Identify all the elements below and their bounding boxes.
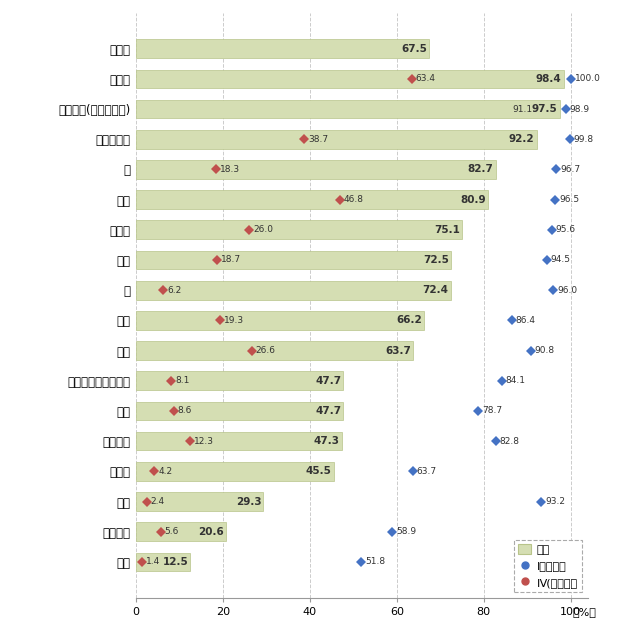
Text: 96.0: 96.0: [557, 286, 578, 294]
Text: 12.5: 12.5: [163, 557, 188, 567]
Text: 78.7: 78.7: [482, 406, 502, 415]
Text: 63.7: 63.7: [385, 345, 411, 356]
Text: 86.4: 86.4: [516, 316, 535, 325]
Text: 29.3: 29.3: [236, 497, 261, 506]
Bar: [136, 401, 344, 420]
Text: 1.4: 1.4: [146, 557, 160, 567]
Text: 96.7: 96.7: [560, 165, 581, 174]
Text: 5.6: 5.6: [165, 527, 179, 536]
Bar: [136, 190, 488, 209]
Bar: [136, 69, 564, 88]
Bar: [136, 522, 226, 541]
Text: 80.9: 80.9: [460, 195, 485, 205]
Text: 47.3: 47.3: [313, 436, 339, 446]
Text: 93.2: 93.2: [545, 497, 565, 506]
Text: 18.3: 18.3: [220, 165, 240, 174]
Text: 20.6: 20.6: [197, 527, 223, 537]
Text: 18.7: 18.7: [222, 256, 241, 265]
Text: 26.6: 26.6: [256, 346, 275, 355]
Text: 90.8: 90.8: [535, 346, 555, 355]
Text: （%）: （%）: [573, 607, 597, 617]
Legend: 合計, Ⅰ（早期）, Ⅳ(進行後）: 合計, Ⅰ（早期）, Ⅳ(進行後）: [514, 540, 582, 592]
Bar: [136, 553, 191, 571]
Bar: [136, 341, 413, 360]
Text: 67.5: 67.5: [401, 44, 427, 53]
Text: 47.7: 47.7: [315, 406, 341, 416]
Bar: [136, 311, 424, 329]
Text: 51.8: 51.8: [365, 557, 385, 567]
Text: 2.4: 2.4: [150, 497, 165, 506]
Text: 84.1: 84.1: [506, 377, 526, 385]
Text: 72.4: 72.4: [423, 285, 449, 295]
Text: 91.1: 91.1: [512, 104, 532, 114]
Text: 96.5: 96.5: [560, 195, 579, 204]
Text: 26.0: 26.0: [253, 225, 273, 234]
Bar: [136, 100, 560, 118]
Bar: [136, 371, 344, 390]
Text: 66.2: 66.2: [396, 315, 422, 326]
Bar: [136, 160, 495, 179]
Text: 63.4: 63.4: [415, 74, 436, 83]
Text: 46.8: 46.8: [344, 195, 363, 204]
Text: 82.8: 82.8: [500, 437, 520, 446]
Bar: [136, 39, 430, 58]
Bar: [136, 462, 334, 481]
Bar: [136, 221, 462, 239]
Text: 98.9: 98.9: [570, 104, 590, 114]
Bar: [136, 432, 342, 450]
Text: 4.2: 4.2: [158, 467, 173, 476]
Text: 82.7: 82.7: [467, 165, 493, 174]
Bar: [136, 492, 264, 511]
Text: 45.5: 45.5: [306, 466, 332, 476]
Text: 19.3: 19.3: [224, 316, 244, 325]
Bar: [136, 130, 537, 149]
Text: 75.1: 75.1: [435, 225, 461, 235]
Text: 47.7: 47.7: [315, 376, 341, 386]
Text: 38.7: 38.7: [308, 135, 328, 144]
Text: 58.9: 58.9: [396, 527, 416, 536]
Text: 72.5: 72.5: [423, 255, 449, 265]
Text: 63.7: 63.7: [417, 467, 437, 476]
Text: 95.6: 95.6: [555, 225, 576, 234]
Text: 94.5: 94.5: [551, 256, 571, 265]
Text: 8.6: 8.6: [178, 406, 192, 415]
Text: 99.8: 99.8: [574, 135, 594, 144]
Text: 6.2: 6.2: [167, 286, 181, 294]
Text: 8.1: 8.1: [175, 377, 189, 385]
Text: 92.2: 92.2: [509, 134, 535, 144]
Bar: [136, 281, 451, 300]
Text: 97.5: 97.5: [532, 104, 558, 114]
Text: 100.0: 100.0: [574, 74, 600, 83]
Text: 98.4: 98.4: [536, 74, 561, 84]
Text: 12.3: 12.3: [194, 437, 214, 446]
Bar: [136, 251, 451, 270]
